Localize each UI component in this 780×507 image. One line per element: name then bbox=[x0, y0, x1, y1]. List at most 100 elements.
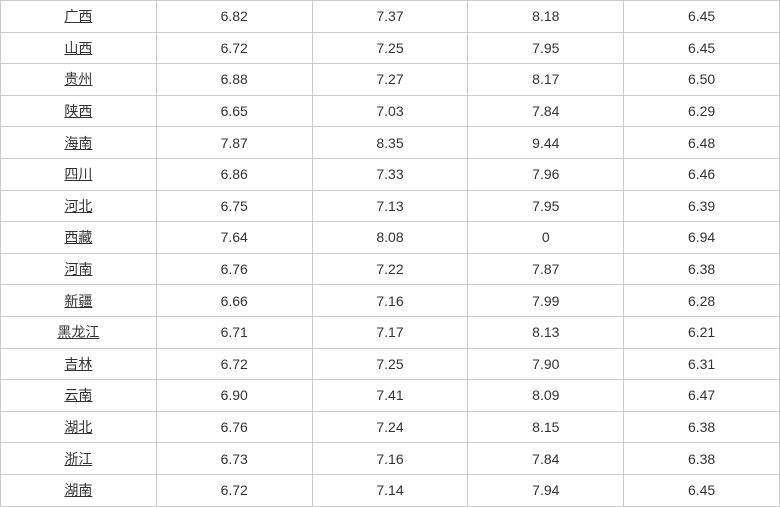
province-link[interactable]: 新疆 bbox=[64, 293, 92, 309]
value-cell-col4: 6.21 bbox=[624, 316, 780, 348]
value-cell-col2: 7.13 bbox=[312, 190, 468, 222]
value-cell-col3: 7.84 bbox=[468, 95, 624, 127]
data-table: 广西6.827.378.186.45山西6.727.257.956.45贵州6.… bbox=[0, 0, 780, 507]
value-cell-col2: 7.16 bbox=[312, 443, 468, 475]
value-cell-col1: 6.66 bbox=[156, 285, 312, 317]
table-row: 浙江 6.737.167.846.38 bbox=[1, 443, 780, 475]
value-cell-col4: 6.38 bbox=[624, 443, 780, 475]
value-cell-col3: 8.13 bbox=[468, 316, 624, 348]
value-cell-col3: 9.44 bbox=[468, 127, 624, 159]
table-row: 云南6.907.418.096.47 bbox=[1, 380, 780, 412]
value-cell-col4: 6.50 bbox=[624, 64, 780, 96]
table-row: 海南7.878.359.446.48 bbox=[1, 127, 780, 159]
table-row: 四川6.867.337.966.46 bbox=[1, 158, 780, 190]
value-cell-col4: 6.45 bbox=[624, 1, 780, 33]
value-cell-col3: 7.95 bbox=[468, 32, 624, 64]
value-cell-col3: 7.99 bbox=[468, 285, 624, 317]
table-row: 河南6.767.227.876.38 bbox=[1, 253, 780, 285]
province-cell[interactable]: 西藏 bbox=[1, 222, 157, 254]
province-link[interactable]: 贵州 bbox=[64, 71, 92, 87]
province-link[interactable]: 广西 bbox=[64, 8, 92, 24]
value-cell-col3: 7.95 bbox=[468, 190, 624, 222]
province-link[interactable]: 吉林 bbox=[64, 356, 92, 372]
value-cell-col1: 6.76 bbox=[156, 253, 312, 285]
province-cell[interactable]: 吉林 bbox=[1, 348, 157, 380]
province-link[interactable]: 海南 bbox=[64, 135, 92, 151]
value-cell-col4: 6.45 bbox=[624, 474, 780, 506]
value-cell-col2: 7.17 bbox=[312, 316, 468, 348]
value-cell-col3: 7.94 bbox=[468, 474, 624, 506]
table-row: 新疆 6.667.167.996.28 bbox=[1, 285, 780, 317]
province-cell[interactable]: 河南 bbox=[1, 253, 157, 285]
province-cell[interactable]: 陕西 bbox=[1, 95, 157, 127]
value-cell-col1: 6.72 bbox=[156, 32, 312, 64]
value-cell-col1: 6.76 bbox=[156, 411, 312, 443]
province-link[interactable]: 四川 bbox=[64, 166, 92, 182]
value-cell-col2: 7.27 bbox=[312, 64, 468, 96]
value-cell-col4: 6.45 bbox=[624, 32, 780, 64]
value-cell-col1: 6.72 bbox=[156, 348, 312, 380]
value-cell-col1: 6.73 bbox=[156, 443, 312, 475]
province-link[interactable]: 河南 bbox=[64, 261, 92, 277]
province-cell[interactable]: 贵州 bbox=[1, 64, 157, 96]
value-cell-col3: 7.90 bbox=[468, 348, 624, 380]
province-link[interactable]: 黑龙江 bbox=[57, 324, 99, 340]
province-link[interactable]: 陕西 bbox=[64, 103, 92, 119]
value-cell-col3: 0 bbox=[468, 222, 624, 254]
value-cell-col3: 8.15 bbox=[468, 411, 624, 443]
province-cell[interactable]: 湖北 bbox=[1, 411, 157, 443]
province-cell[interactable]: 四川 bbox=[1, 158, 157, 190]
value-cell-col1: 6.82 bbox=[156, 1, 312, 33]
province-cell[interactable]: 山西 bbox=[1, 32, 157, 64]
value-cell-col1: 6.72 bbox=[156, 474, 312, 506]
province-cell[interactable]: 海南 bbox=[1, 127, 157, 159]
value-cell-col3: 7.84 bbox=[468, 443, 624, 475]
table-row: 贵州6.887.278.176.50 bbox=[1, 64, 780, 96]
province-link[interactable]: 浙江 bbox=[64, 451, 92, 467]
province-link[interactable]: 河北 bbox=[64, 198, 92, 214]
value-cell-col2: 7.24 bbox=[312, 411, 468, 443]
table-row: 吉林6.727.257.906.31 bbox=[1, 348, 780, 380]
table-row: 湖南 6.727.147.946.45 bbox=[1, 474, 780, 506]
value-cell-col2: 8.08 bbox=[312, 222, 468, 254]
value-cell-col4: 6.46 bbox=[624, 158, 780, 190]
value-cell-col4: 6.39 bbox=[624, 190, 780, 222]
value-cell-col4: 6.29 bbox=[624, 95, 780, 127]
value-cell-col2: 7.37 bbox=[312, 1, 468, 33]
province-cell[interactable]: 新疆 bbox=[1, 285, 157, 317]
province-cell[interactable]: 黑龙江 bbox=[1, 316, 157, 348]
province-link[interactable]: 山西 bbox=[64, 40, 92, 56]
province-cell[interactable]: 河北 bbox=[1, 190, 157, 222]
value-cell-col2: 7.16 bbox=[312, 285, 468, 317]
table-row: 山西 6.727.257.956.45 bbox=[1, 32, 780, 64]
value-cell-col2: 7.25 bbox=[312, 32, 468, 64]
table-row: 广西 6.827.378.186.45 bbox=[1, 1, 780, 33]
value-cell-col4: 6.38 bbox=[624, 411, 780, 443]
value-cell-col3: 8.18 bbox=[468, 1, 624, 33]
value-cell-col3: 7.87 bbox=[468, 253, 624, 285]
value-cell-col4: 6.28 bbox=[624, 285, 780, 317]
value-cell-col4: 6.31 bbox=[624, 348, 780, 380]
province-link[interactable]: 湖北 bbox=[64, 419, 92, 435]
value-cell-col1: 6.86 bbox=[156, 158, 312, 190]
value-cell-col3: 8.17 bbox=[468, 64, 624, 96]
province-cell[interactable]: 浙江 bbox=[1, 443, 157, 475]
province-cell[interactable]: 湖南 bbox=[1, 474, 157, 506]
value-cell-col2: 7.41 bbox=[312, 380, 468, 412]
table-row: 黑龙江6.717.178.136.21 bbox=[1, 316, 780, 348]
value-cell-col3: 8.09 bbox=[468, 380, 624, 412]
province-cell[interactable]: 云南 bbox=[1, 380, 157, 412]
table-row: 湖北 6.767.248.156.38 bbox=[1, 411, 780, 443]
value-cell-col2: 7.14 bbox=[312, 474, 468, 506]
province-link[interactable]: 云南 bbox=[64, 387, 92, 403]
value-cell-col2: 8.35 bbox=[312, 127, 468, 159]
value-cell-col1: 7.87 bbox=[156, 127, 312, 159]
value-cell-col2: 7.03 bbox=[312, 95, 468, 127]
table-body: 广西6.827.378.186.45山西6.727.257.956.45贵州6.… bbox=[1, 1, 780, 507]
province-link[interactable]: 湖南 bbox=[64, 482, 92, 498]
province-link[interactable]: 西藏 bbox=[64, 229, 92, 245]
province-cell[interactable]: 广西 bbox=[1, 1, 157, 33]
table-row: 西藏7.648.0806.94 bbox=[1, 222, 780, 254]
value-cell-col4: 6.47 bbox=[624, 380, 780, 412]
value-cell-col2: 7.22 bbox=[312, 253, 468, 285]
